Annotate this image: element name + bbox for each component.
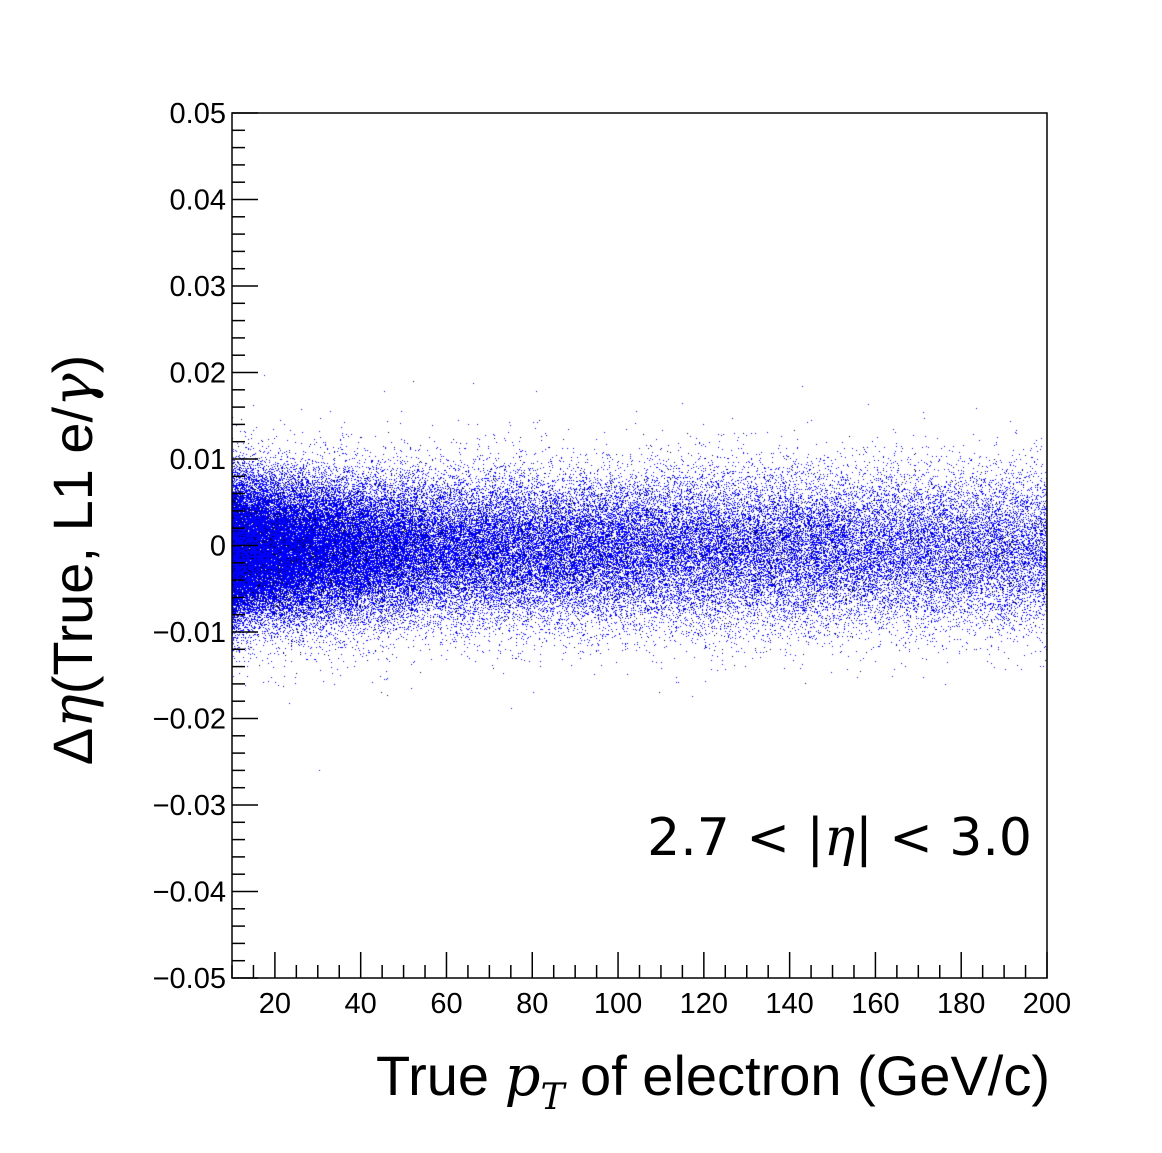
x-tick-label: 140 — [765, 988, 813, 1020]
eta-range-annotation: 2.7 < |η| < 3.0 — [647, 808, 1032, 868]
x-axis-tick-labels: 20 40 60 80 100 120 140 160 180 200 — [259, 988, 1071, 1020]
y-tick-label: 0.03 — [170, 271, 226, 303]
y-tick-label: −0.04 — [153, 877, 226, 909]
x-tick-label: 20 — [259, 988, 291, 1020]
scatter-points — [232, 113, 1047, 978]
y-tick-label: −0.05 — [153, 963, 226, 995]
x-tick-label: 200 — [1023, 988, 1071, 1020]
y-tick-label: 0.05 — [170, 98, 226, 130]
scatter-point-cloud — [232, 113, 1047, 978]
y-tick-label: −0.02 — [153, 704, 226, 736]
x-tick-label: 180 — [937, 988, 985, 1020]
x-axis-ticks — [231, 952, 1048, 978]
x-tick-label: 60 — [430, 988, 462, 1020]
y-tick-label: −0.01 — [153, 617, 226, 649]
x-tick-label: 160 — [851, 988, 899, 1020]
x-tick-label: 40 — [345, 988, 377, 1020]
y-tick-label: 0.02 — [170, 358, 226, 390]
y-tick-label: 0.04 — [170, 185, 226, 217]
y-tick-label: −0.03 — [153, 790, 226, 822]
y-axis-title: Δη(True, L1 e/γ) — [41, 355, 106, 765]
y-axis-ticks — [232, 112, 258, 979]
x-axis-title: True pT of electron (GeV/c) — [376, 1044, 1050, 1118]
x-tick-label: 80 — [516, 988, 548, 1020]
x-tick-label: 120 — [680, 988, 728, 1020]
y-tick-label: 0 — [210, 531, 226, 563]
x-tick-label: 100 — [594, 988, 642, 1020]
y-axis-tick-labels: 0.05 0.04 0.03 0.02 0.01 0 −0.01 −0.02 −0.03 −0.0… — [153, 98, 226, 995]
y-tick-label: 0.01 — [170, 444, 226, 476]
